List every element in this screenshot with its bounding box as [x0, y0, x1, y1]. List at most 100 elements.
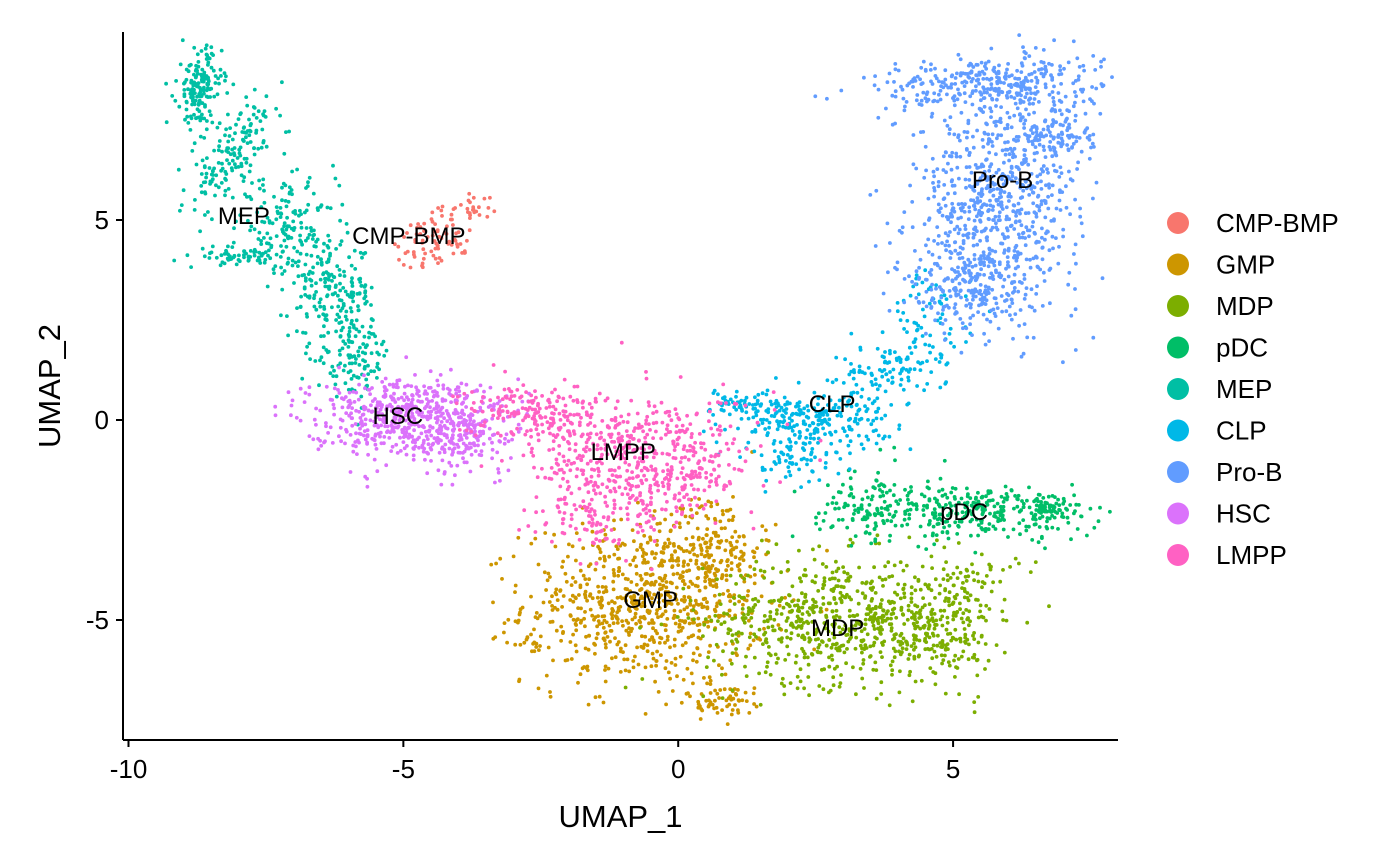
data-point — [610, 599, 614, 604]
data-point — [534, 611, 539, 615]
data-point — [860, 650, 864, 655]
data-point — [906, 370, 911, 374]
data-point — [973, 550, 978, 555]
data-point — [848, 476, 853, 481]
data-point — [733, 651, 738, 655]
data-point — [1087, 156, 1092, 161]
data-point — [1052, 218, 1056, 223]
data-point — [580, 666, 585, 671]
data-point — [918, 587, 923, 592]
data-point — [1064, 184, 1068, 189]
data-point — [964, 303, 969, 308]
data-point — [233, 131, 237, 136]
data-point — [940, 322, 945, 326]
data-point — [946, 536, 951, 541]
data-point — [303, 278, 308, 283]
data-point — [979, 633, 984, 638]
data-point — [326, 259, 331, 264]
data-point — [597, 622, 602, 626]
data-point — [1034, 130, 1039, 134]
data-point — [315, 254, 320, 259]
data-point — [879, 632, 883, 636]
data-point — [632, 555, 637, 560]
data-point — [905, 330, 909, 334]
data-point — [583, 589, 588, 594]
data-point — [852, 469, 857, 474]
data-point — [724, 538, 729, 543]
data-point — [932, 91, 937, 96]
data-point — [921, 307, 925, 312]
data-point — [898, 383, 903, 387]
data-point — [256, 146, 261, 151]
data-point — [204, 175, 209, 180]
data-point — [908, 447, 913, 452]
data-point — [1050, 513, 1054, 518]
data-point — [788, 440, 793, 444]
data-point — [898, 360, 903, 364]
data-point — [650, 551, 654, 556]
data-point — [656, 600, 661, 605]
data-point — [618, 649, 623, 654]
data-point — [242, 139, 246, 143]
data-point — [274, 217, 279, 222]
data-point — [963, 227, 968, 232]
data-point — [369, 332, 374, 336]
data-point — [1071, 104, 1076, 109]
data-point — [532, 627, 536, 632]
data-point — [198, 94, 203, 99]
data-point — [616, 556, 620, 561]
data-point — [195, 84, 200, 89]
data-point — [984, 574, 989, 578]
data-point — [224, 127, 229, 132]
data-point — [682, 559, 686, 564]
data-point — [764, 528, 768, 533]
data-point — [758, 637, 763, 642]
data-point — [1048, 301, 1052, 306]
data-point — [936, 184, 941, 189]
data-point — [1066, 282, 1071, 287]
data-point — [855, 390, 860, 395]
data-point — [966, 217, 971, 222]
data-point — [999, 133, 1004, 138]
data-point — [422, 229, 426, 233]
data-point — [280, 227, 285, 232]
data-point — [933, 682, 938, 687]
data-point — [1054, 206, 1059, 211]
data-point — [242, 255, 246, 260]
data-point — [215, 92, 220, 97]
data-point — [721, 649, 725, 654]
data-point — [1037, 100, 1041, 104]
data-point — [809, 652, 814, 656]
data-point — [730, 651, 735, 655]
data-point — [545, 578, 550, 583]
data-point — [853, 534, 858, 538]
data-point — [799, 579, 803, 584]
data-point — [506, 617, 511, 622]
data-point — [217, 81, 221, 86]
data-point — [420, 261, 425, 266]
data-point — [713, 688, 717, 693]
data-point — [902, 591, 907, 596]
data-point — [934, 500, 939, 504]
data-point — [938, 97, 943, 102]
data-point — [1067, 270, 1072, 275]
data-point — [325, 205, 330, 210]
data-point — [974, 113, 978, 117]
data-point — [1058, 68, 1063, 73]
data-point — [663, 609, 668, 614]
data-point — [471, 195, 476, 200]
data-point — [477, 213, 482, 217]
data-point — [920, 334, 925, 338]
data-point — [935, 225, 940, 230]
data-point — [360, 350, 365, 355]
data-point — [633, 611, 638, 616]
data-point — [766, 407, 771, 411]
data-point — [675, 571, 680, 576]
data-point — [1090, 141, 1095, 146]
data-point — [657, 529, 662, 534]
data-point — [748, 643, 753, 648]
data-point — [257, 178, 261, 183]
data-point — [597, 600, 602, 604]
data-point — [932, 507, 937, 512]
data-point — [1077, 136, 1082, 140]
